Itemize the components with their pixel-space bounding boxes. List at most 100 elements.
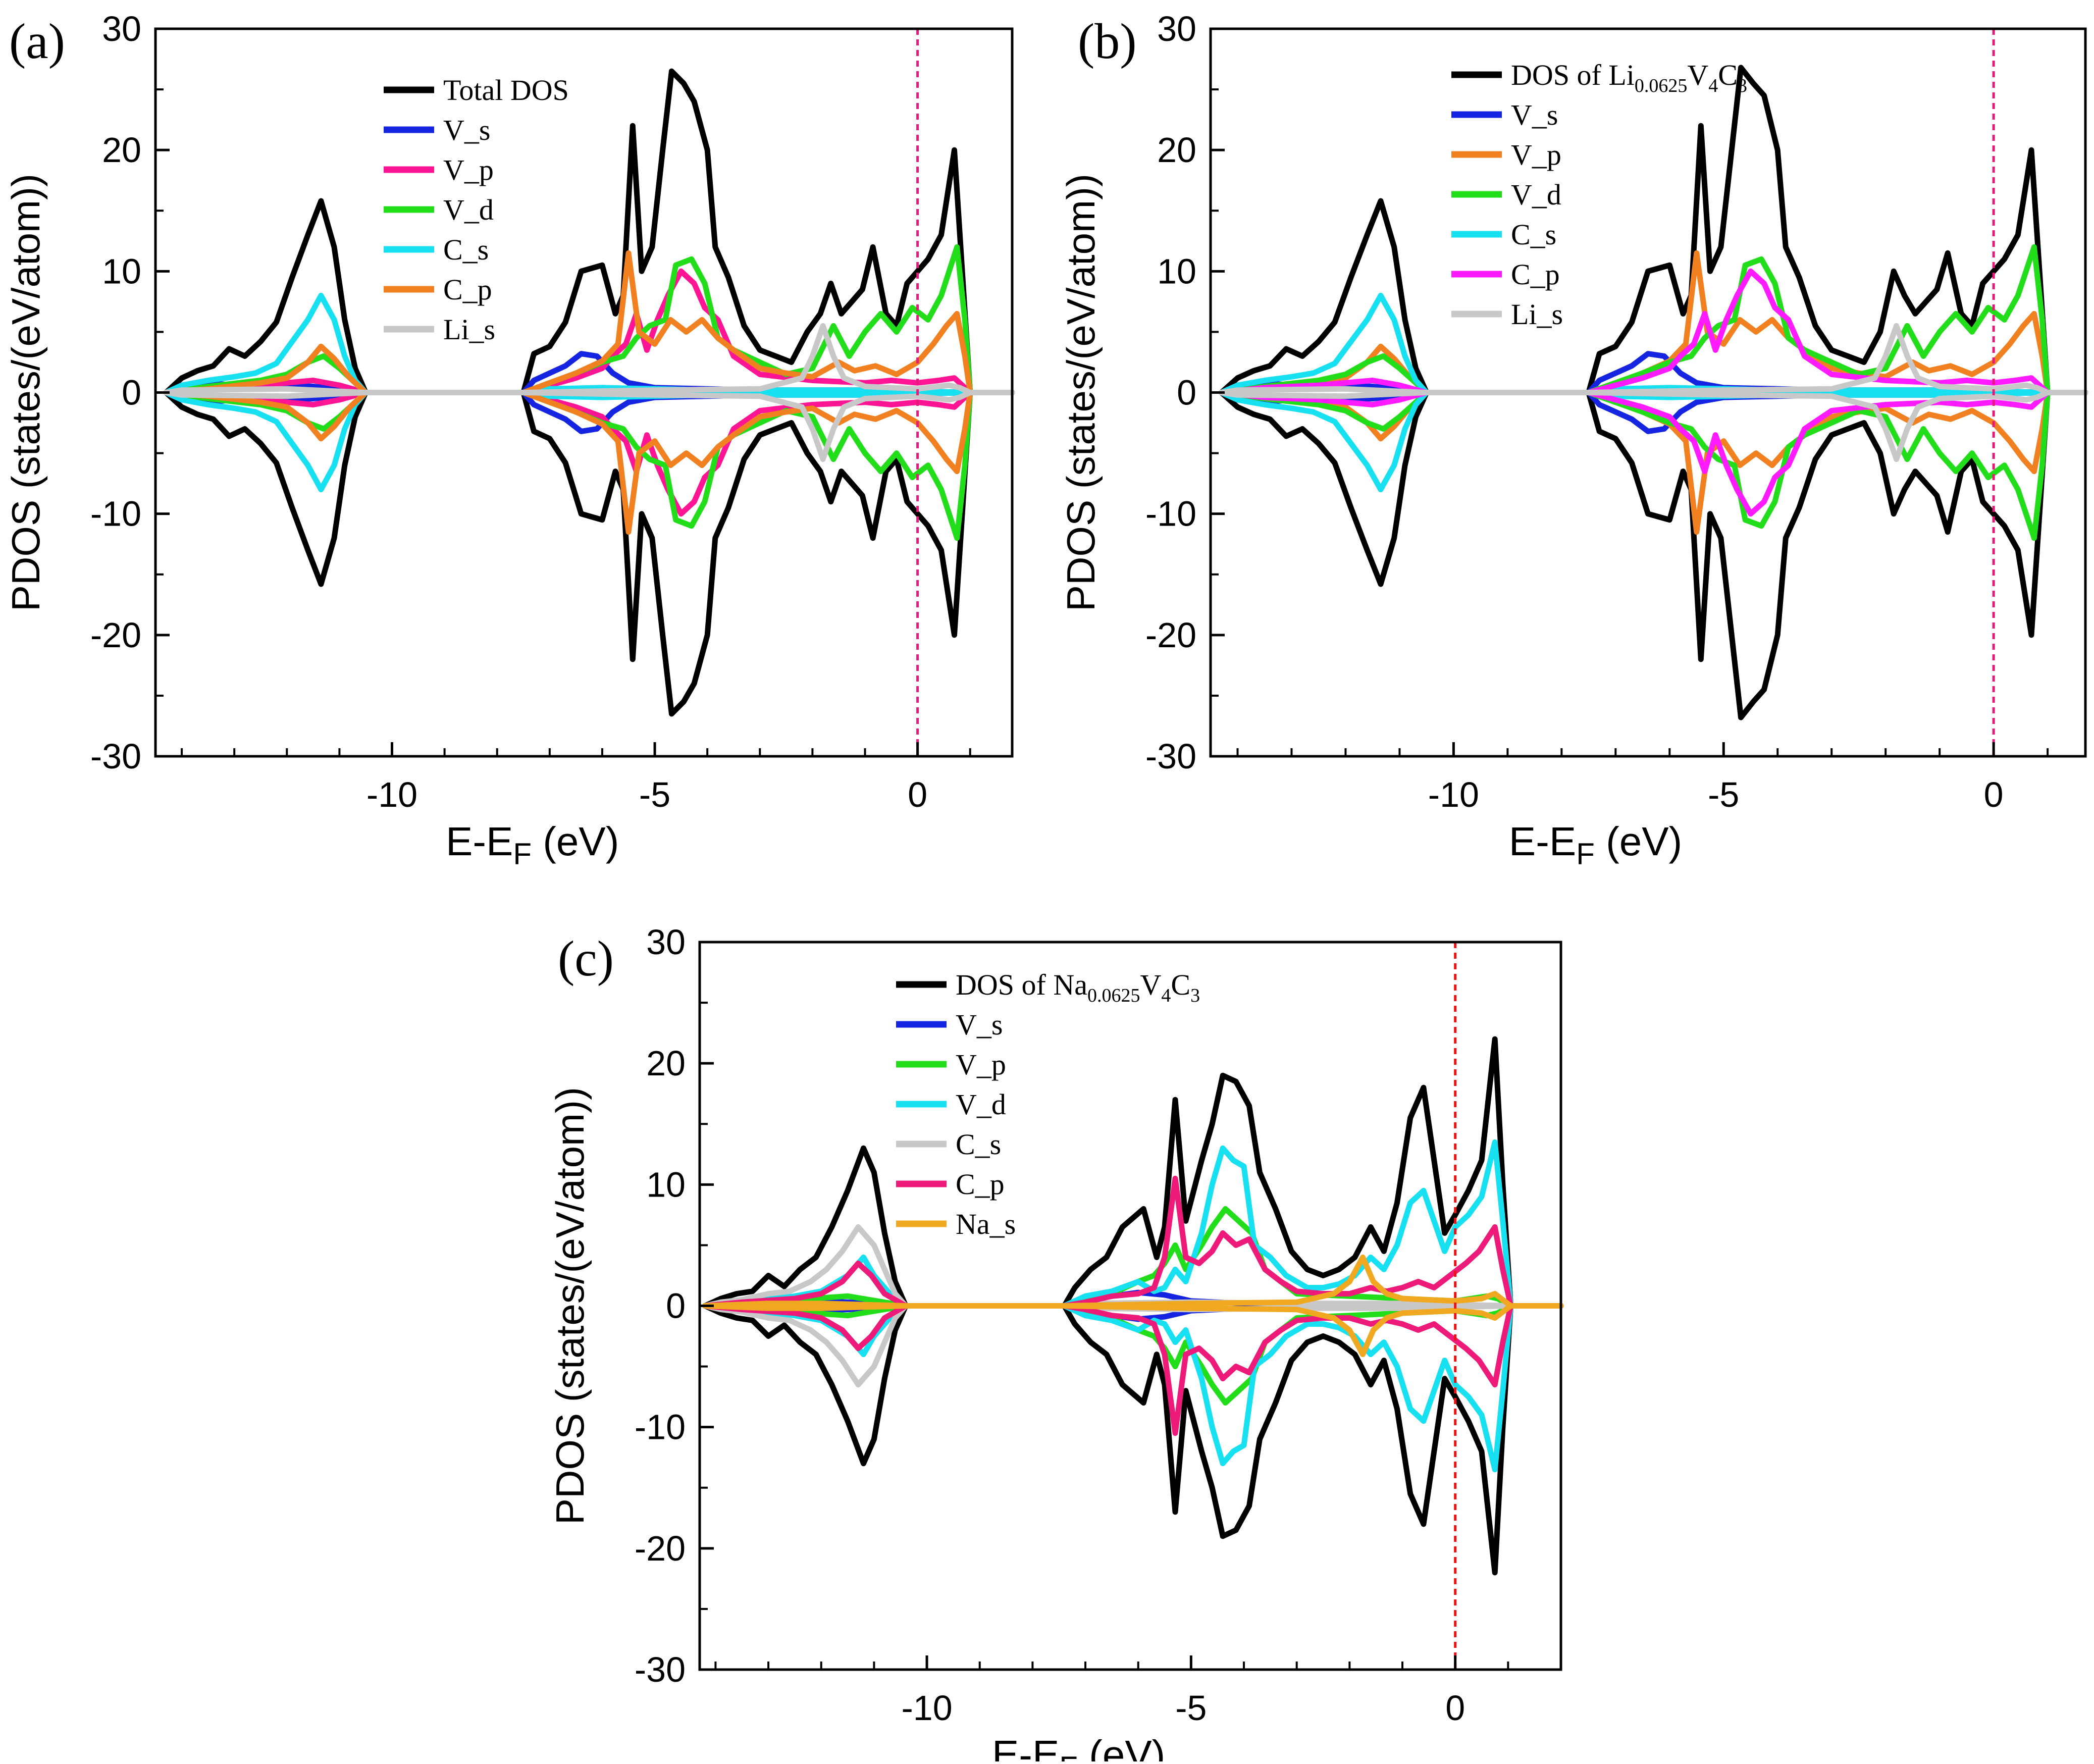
x-axis-label: E-EF (eV) [992, 1732, 1165, 1761]
x-axis-label-main: E-E [1509, 819, 1576, 864]
y-tick-label: 30 [1157, 9, 1196, 48]
panel-label: (a) [9, 13, 65, 69]
y-tick-label: 0 [122, 373, 141, 412]
legend-label: Total DOS [443, 74, 569, 107]
legend-label: V_p [1511, 138, 1561, 171]
series-c-p-line-up [163, 250, 1015, 395]
series-v-p-line-up [1218, 250, 2088, 395]
x-axis-label-subscript: F [1576, 837, 1595, 871]
y-tick-label: -20 [90, 615, 141, 655]
legend-label: Na_s [956, 1208, 1016, 1240]
y-tick-label: -20 [635, 1529, 686, 1568]
y-tick-label: 10 [1157, 251, 1196, 291]
series-li-s-line-down [163, 390, 1015, 462]
legend: Total DOS V_s V_p V_d C_s C_p Li_s [384, 74, 569, 346]
y-axis-label: PDOS (states/(eV/atom)) [548, 1087, 592, 1525]
legend-label: DOS of Li0.0625V4C3 [1511, 59, 1747, 96]
x-tick-label: 0 [1445, 1688, 1465, 1728]
legend-label-part: 0.0625 [1087, 985, 1140, 1006]
y-tick-label: -30 [90, 737, 141, 776]
y-tick-label: 10 [646, 1165, 686, 1204]
x-tick-label: 0 [908, 775, 927, 814]
series-c-s-line-up [702, 1224, 1564, 1309]
legend-label: V_p [956, 1048, 1006, 1081]
series-v-d-line-up [163, 244, 1015, 395]
y-tick-label: 20 [1157, 130, 1196, 170]
y-tick-label: -30 [635, 1650, 686, 1689]
y-tick-label: 20 [646, 1044, 686, 1083]
series-c-s-line-up [1218, 292, 2088, 395]
series-total-dos-line-up [163, 68, 1015, 395]
legend-label: V_d [1511, 178, 1561, 211]
series-dos-of-na0-0625v4c3-line-up [702, 1036, 1564, 1309]
x-axis-label: E-EF (eV) [1509, 819, 1682, 871]
series-dos-of-li0-0625v4c3-line-up [1218, 65, 2088, 395]
legend-label: V_s [1511, 98, 1558, 131]
panel-label: (b) [1078, 13, 1137, 69]
x-axis-label-subscript: F [513, 837, 532, 871]
legend-label-part: 4 [1161, 985, 1171, 1006]
x-axis-label-unit: (eV) [1078, 1732, 1165, 1761]
panel-label: (c) [558, 930, 614, 987]
legend-label: V_p [443, 153, 494, 186]
plot-area [702, 1036, 1564, 1576]
series-c-p-line-down [163, 390, 1015, 535]
series-v-d-line-down [163, 390, 1015, 541]
x-tick-label: -5 [639, 775, 670, 814]
series-dos-of-li0-0625v4c3-line-down [1218, 390, 2088, 720]
y-tick-label: 30 [102, 9, 141, 48]
series-dos-of-na0-0625v4c3-line-down [702, 1303, 1564, 1576]
series-li-s-line-down [1218, 390, 2088, 462]
x-tick-label: -5 [1708, 775, 1739, 814]
x-tick-label: -10 [901, 1688, 952, 1728]
y-tick-label: 10 [102, 251, 141, 291]
legend-label: DOS of Na0.0625V4C3 [956, 968, 1200, 1006]
legend-label-part: C [1718, 59, 1738, 91]
series-c-s-line-down [1218, 390, 2088, 493]
plot-area [1218, 65, 2088, 720]
series-total-dos-line-down [163, 390, 1015, 717]
legend-label-part: 0.0625 [1635, 75, 1688, 96]
x-axis-label-subscript: F [1059, 1750, 1078, 1761]
y-axis-label: PDOS (states/(eV/atom)) [1059, 174, 1103, 611]
x-axis-label: E-EF (eV) [446, 819, 619, 871]
x-tick-label: -10 [367, 775, 417, 814]
x-axis-label-main: E-E [446, 819, 513, 864]
panel-c: -30 -20 -10 0 10 20 30 -10 -5 0 E-EF (eV) PDOS (sta… [548, 922, 1564, 1764]
legend-label-part: V [1140, 968, 1161, 1001]
x-axis-label-unit: (eV) [1595, 819, 1682, 864]
y-tick-label: -10 [90, 494, 141, 534]
panel-a: -30 -20 -10 0 10 20 30 -10 -5 0 E-EF (eV) PDOS (sta… [4, 9, 1015, 871]
legend-label: C_p [956, 1168, 1005, 1201]
series-c-s-line-down [702, 1303, 1564, 1388]
legend-label: C_s [1511, 218, 1556, 251]
legend-label: Li_s [1511, 298, 1563, 331]
x-axis-label-main: E-E [992, 1732, 1059, 1761]
legend-label: Li_s [443, 313, 495, 346]
legend-label-part: 3 [1738, 75, 1747, 96]
x-tick-label: -5 [1175, 1688, 1207, 1728]
legend-label-part: C [1171, 968, 1190, 1001]
y-tick-label: -20 [1145, 615, 1196, 655]
series-na-s-line-down [702, 1303, 1564, 1358]
legend-label-part: 3 [1190, 985, 1200, 1006]
plot-area [163, 68, 1015, 717]
series-v-p-line-down [1218, 390, 2088, 535]
y-tick-label: 30 [646, 922, 686, 962]
legend-label: C_s [956, 1128, 1001, 1161]
x-axis-label-unit: (eV) [532, 819, 619, 864]
series-v-d-line-down [1218, 390, 2088, 541]
series-c-p-line-down [702, 1303, 1564, 1436]
legend-label-part: V [1687, 59, 1708, 91]
y-tick-label: -10 [1145, 494, 1196, 534]
legend-label-main: DOS of Li [1511, 59, 1635, 91]
legend-label: C_p [443, 273, 492, 306]
legend-label: V_s [956, 1008, 1003, 1041]
series-c-p-line-up [702, 1175, 1564, 1309]
y-tick-label: 0 [1177, 373, 1196, 412]
legend-label: C_p [1511, 258, 1560, 291]
